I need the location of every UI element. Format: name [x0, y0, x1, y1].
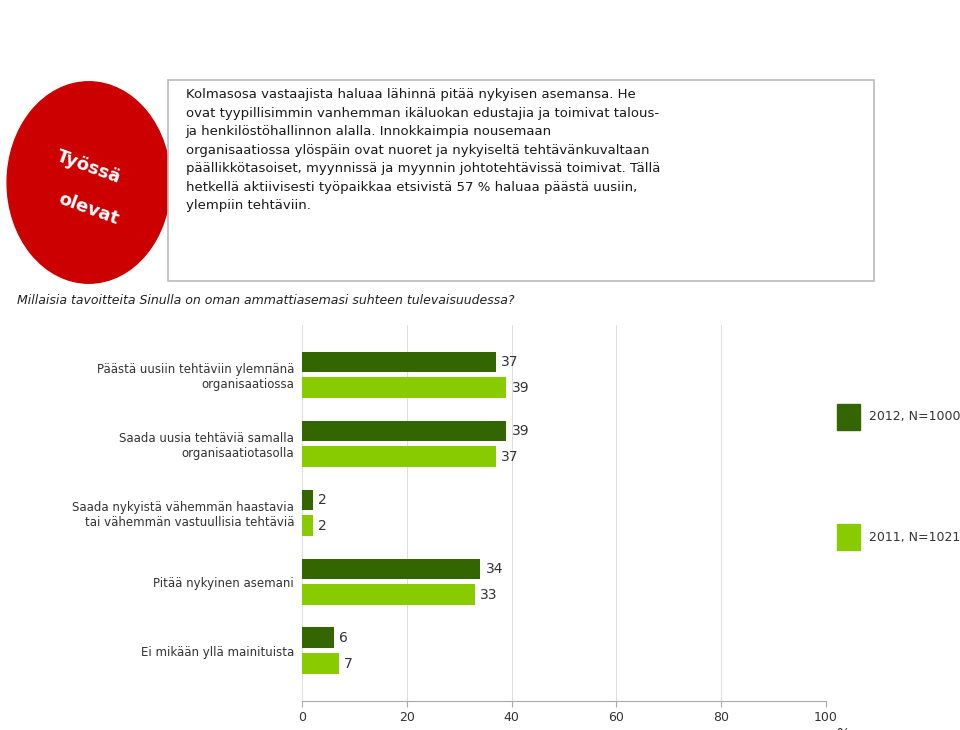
Bar [302, 447, 496, 467]
FancyBboxPatch shape [837, 404, 860, 430]
Text: 37: 37 [501, 450, 518, 464]
Text: 2: 2 [318, 519, 326, 533]
Text: Millaisia tavoitteita Sinulla on oman ammattiasemasi suhteen tulevaisuudessa?: Millaisia tavoitteita Sinulla on oman am… [17, 293, 515, 307]
Text: %: % [836, 727, 850, 730]
Text: Tavoitteet ammattiaseman suhteen: Tavoitteet ammattiaseman suhteen [202, 24, 758, 53]
Text: 39: 39 [512, 424, 529, 438]
Text: 6: 6 [339, 631, 348, 645]
Text: 39: 39 [512, 381, 529, 395]
Bar [302, 628, 334, 648]
Text: 33: 33 [480, 588, 498, 602]
Text: 37: 37 [501, 355, 518, 369]
Bar [302, 352, 496, 372]
Text: 7: 7 [345, 656, 353, 671]
FancyBboxPatch shape [168, 80, 874, 281]
FancyBboxPatch shape [837, 524, 860, 550]
Text: Työssä: Työssä [54, 147, 124, 187]
Text: 2011, N=1021: 2011, N=1021 [870, 531, 960, 544]
Circle shape [7, 82, 171, 283]
Bar [302, 584, 475, 605]
Bar [302, 377, 507, 398]
Bar [302, 653, 339, 674]
Text: Kolmasosa vastaajista haluaa lähinnä pitää nykyisen asemansa. He
ovat tyypillisi: Kolmasosa vastaajista haluaa lähinnä pit… [185, 88, 660, 212]
Text: 2: 2 [318, 493, 326, 507]
Bar [302, 420, 507, 442]
Text: olevat: olevat [56, 190, 122, 228]
Text: 34: 34 [486, 562, 503, 576]
Bar [302, 490, 313, 510]
Text: 2012, N=1000: 2012, N=1000 [870, 410, 960, 423]
Bar [302, 515, 313, 536]
Bar [302, 558, 480, 579]
